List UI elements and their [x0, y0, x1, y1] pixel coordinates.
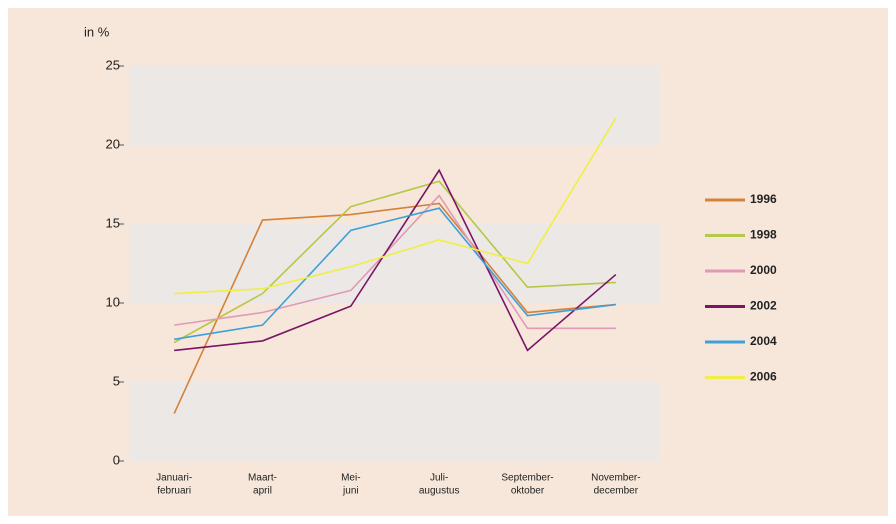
line — [173, 180, 616, 344]
x-tick-label: Januari- — [156, 473, 192, 484]
line — [174, 207, 616, 341]
y-tick-label: 25 — [106, 57, 120, 72]
x-tick-label: November- — [591, 473, 640, 484]
x-tick-label: September- — [501, 473, 553, 484]
y-tick-label: 10 — [106, 294, 120, 309]
legend-label: 1998 — [750, 228, 777, 242]
x-tick-label: Juli- — [430, 473, 448, 484]
line — [174, 117, 617, 295]
x-tick-label: juni — [342, 486, 359, 497]
line — [173, 202, 616, 414]
band — [130, 66, 660, 145]
x-tick-label: augustus — [419, 486, 460, 497]
x-tick-label: februari — [157, 486, 191, 497]
y-tick-label: 15 — [106, 215, 120, 230]
x-tick-label: april — [253, 486, 272, 497]
line — [174, 168, 617, 352]
y-axis-label: in % — [84, 24, 110, 39]
x-tick-label: oktober — [511, 486, 545, 497]
y-tick-label: 0 — [113, 452, 120, 467]
legend-label: 2004 — [750, 334, 777, 348]
x-tick-label: Maart- — [248, 473, 277, 484]
legend-label: 2006 — [750, 370, 777, 384]
legend-label: 2002 — [750, 299, 777, 313]
band — [130, 382, 660, 461]
legend-label: 2000 — [750, 263, 777, 277]
line — [174, 194, 616, 330]
y-tick-label: 20 — [106, 136, 120, 151]
x-tick-label: Mei- — [341, 473, 360, 484]
x-tick-label: december — [594, 486, 639, 497]
legend-label: 1996 — [750, 192, 777, 206]
y-tick-label: 5 — [113, 373, 120, 388]
